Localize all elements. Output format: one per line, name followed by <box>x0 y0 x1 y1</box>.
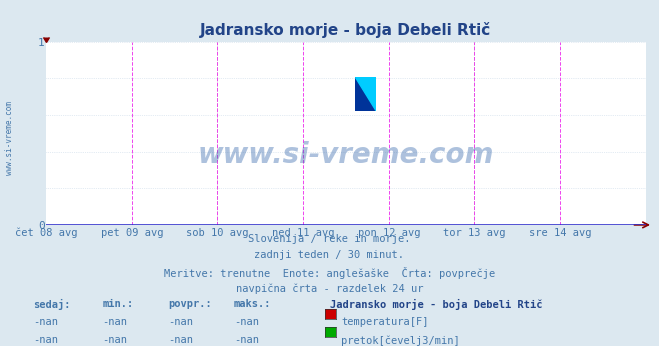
Text: navpična črta - razdelek 24 ur: navpična črta - razdelek 24 ur <box>236 283 423 294</box>
Text: -nan: -nan <box>33 317 58 327</box>
Text: sedaj:: sedaj: <box>33 299 71 310</box>
Text: -nan: -nan <box>168 335 193 345</box>
Polygon shape <box>355 76 376 111</box>
Bar <box>366 76 376 94</box>
Text: www.si-vreme.com: www.si-vreme.com <box>198 141 494 169</box>
Bar <box>366 94 376 111</box>
Text: -nan: -nan <box>102 317 127 327</box>
Polygon shape <box>355 76 376 94</box>
Text: -nan: -nan <box>33 335 58 345</box>
Title: Jadransko morje - boja Debeli Rtič: Jadransko morje - boja Debeli Rtič <box>200 21 492 38</box>
Text: pretok[čevelj3/min]: pretok[čevelj3/min] <box>341 335 460 346</box>
Text: -nan: -nan <box>168 317 193 327</box>
Polygon shape <box>355 76 376 111</box>
Text: Slovenija / reke in morje.: Slovenija / reke in morje. <box>248 234 411 244</box>
Text: Meritve: trenutne  Enote: anglešaške  Črta: povprečje: Meritve: trenutne Enote: anglešaške Črta… <box>164 267 495 279</box>
Text: zadnji teden / 30 minut.: zadnji teden / 30 minut. <box>254 250 405 260</box>
Text: min.:: min.: <box>102 299 133 309</box>
Text: -nan: -nan <box>234 335 259 345</box>
Text: Jadransko morje - boja Debeli Rtič: Jadransko morje - boja Debeli Rtič <box>330 299 542 310</box>
Text: www.si-vreme.com: www.si-vreme.com <box>5 101 14 175</box>
Bar <box>355 94 366 111</box>
Bar <box>355 76 366 94</box>
Text: maks.:: maks.: <box>234 299 272 309</box>
Text: temperatura[F]: temperatura[F] <box>341 317 429 327</box>
Text: -nan: -nan <box>102 335 127 345</box>
Text: -nan: -nan <box>234 317 259 327</box>
Text: povpr.:: povpr.: <box>168 299 212 309</box>
Polygon shape <box>355 76 376 111</box>
